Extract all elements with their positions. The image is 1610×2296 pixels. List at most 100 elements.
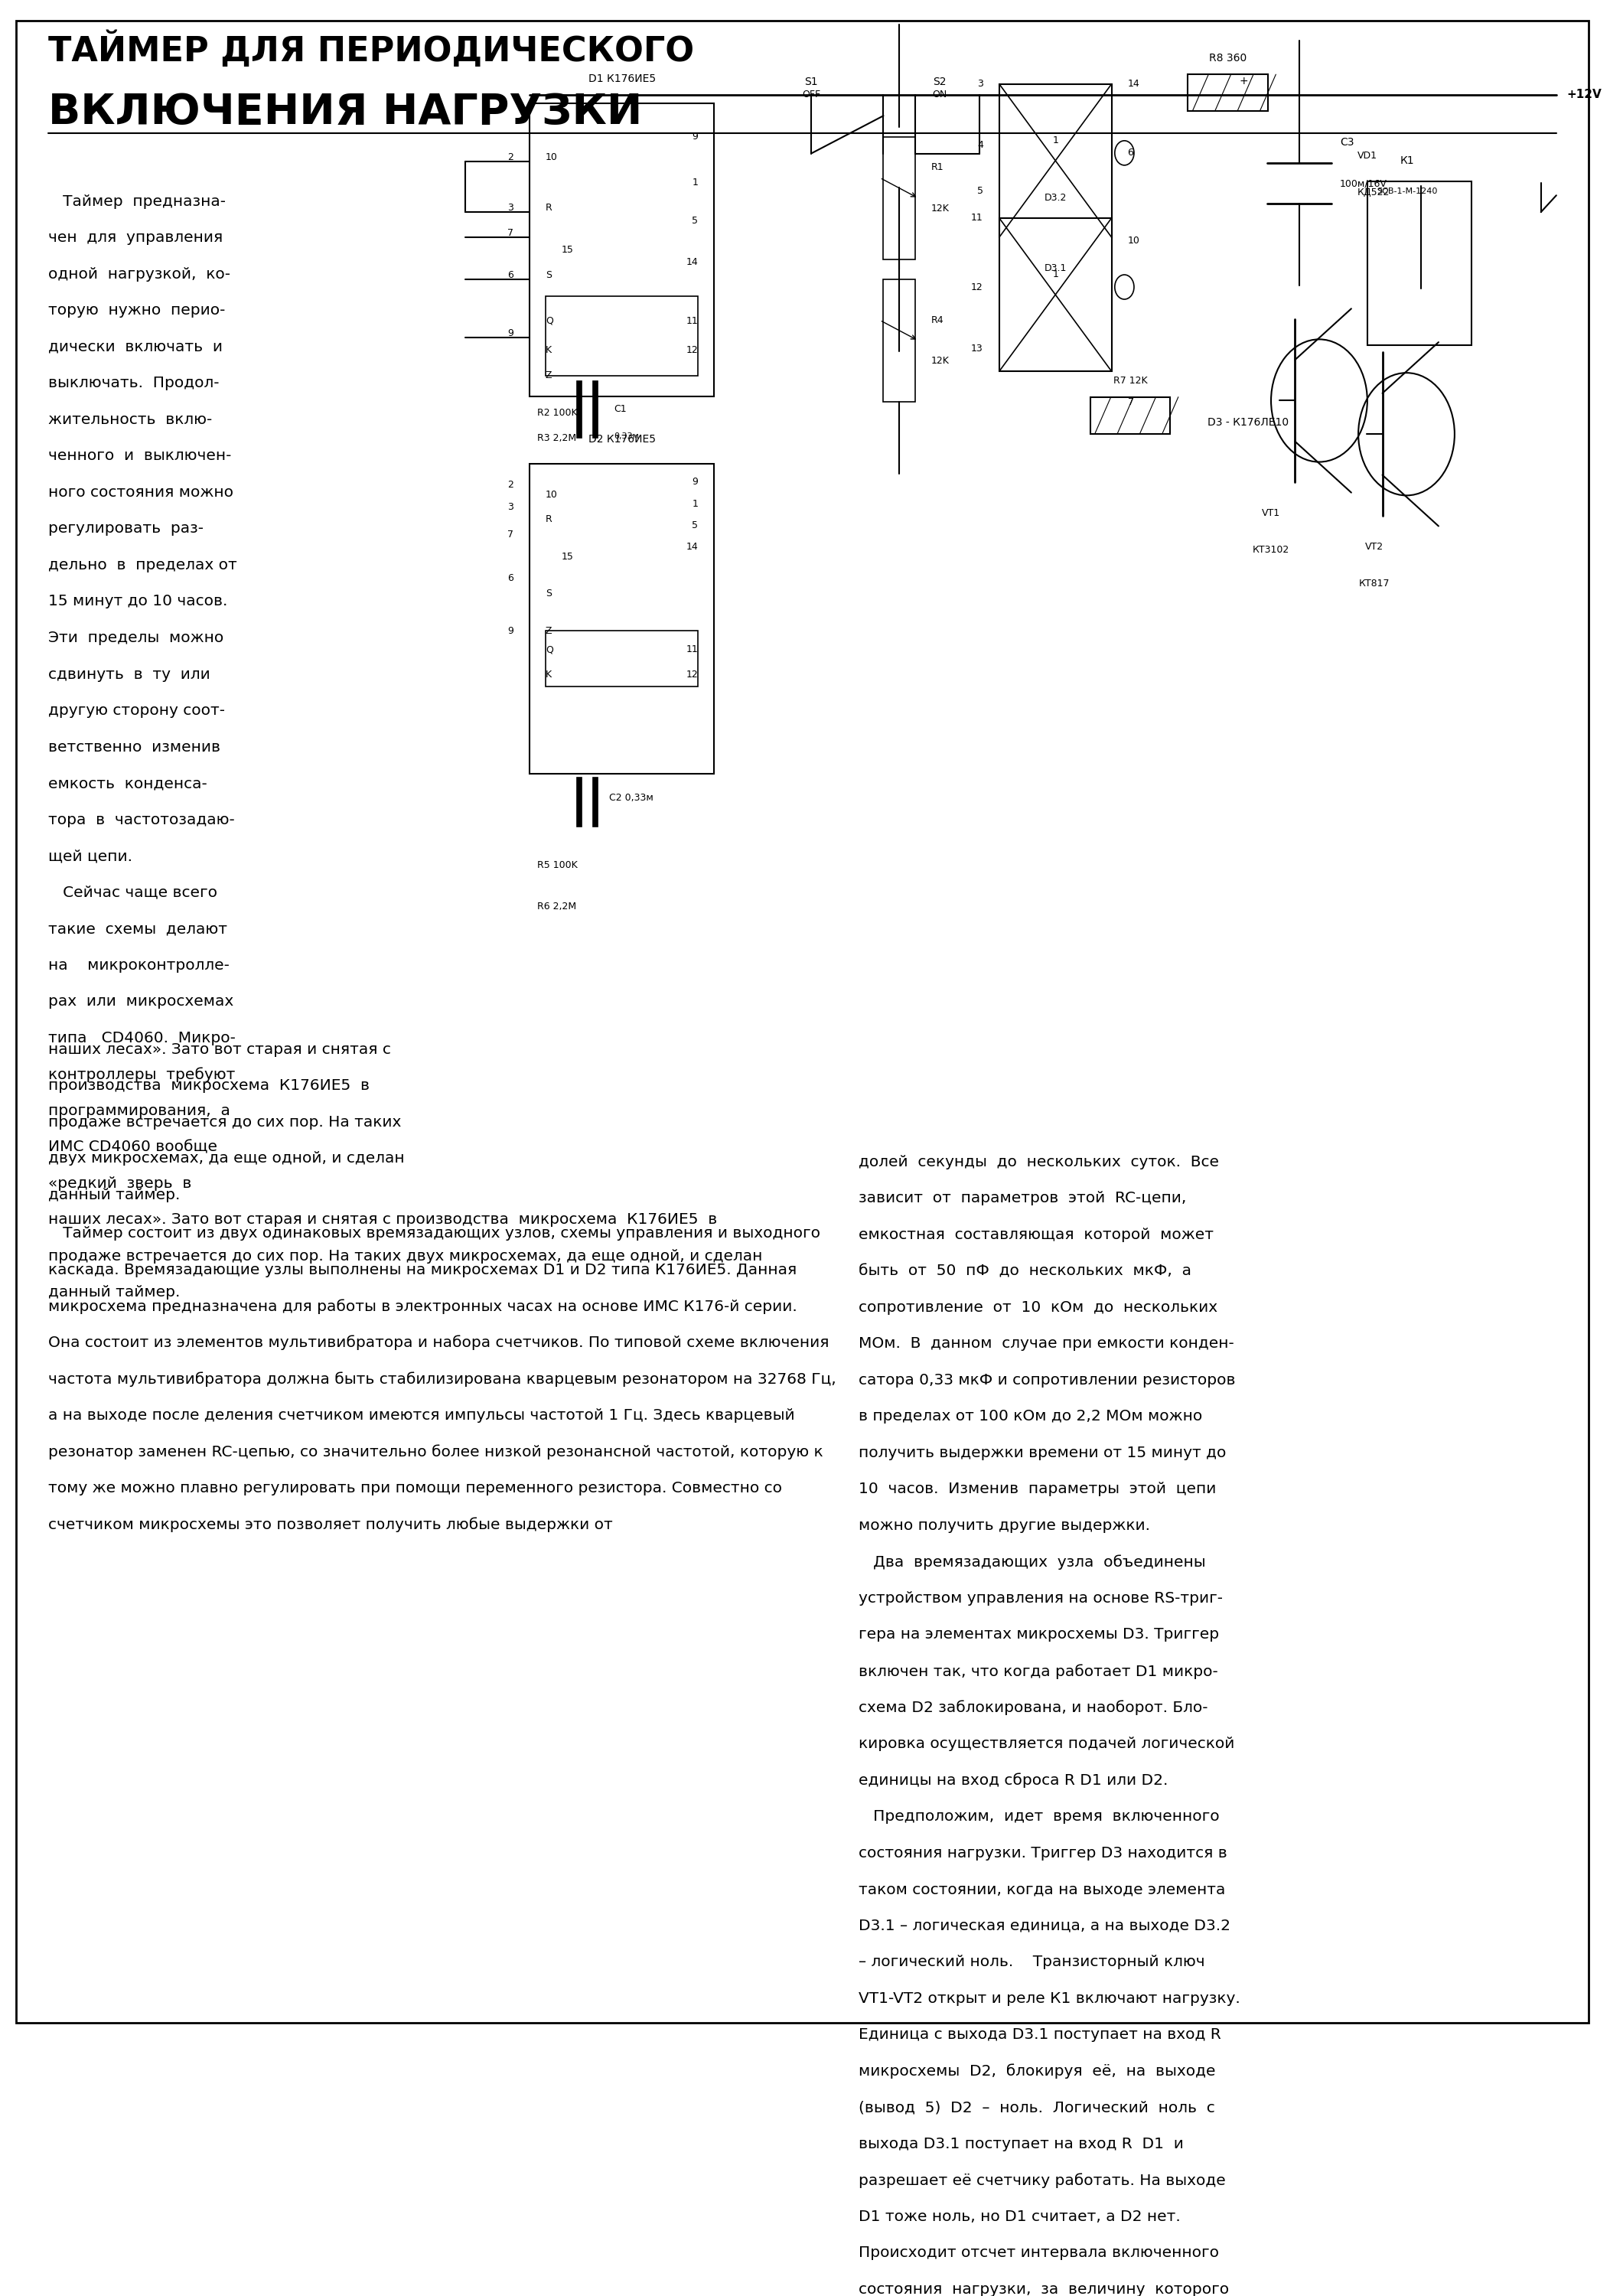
Bar [576, 381, 581, 439]
Text: другую сторону соот-: другую сторону соот- [48, 703, 225, 719]
Text: R3 2,2M: R3 2,2M [538, 434, 576, 443]
Text: чен  для  управления: чен для управления [48, 230, 222, 246]
Text: S2: S2 [932, 76, 947, 87]
Text: (вывод  5)  D2  –  ноль.  Логический  ноль  с: (вывод 5) D2 – ноль. Логический ноль с [858, 2101, 1216, 2115]
Text: 9: 9 [692, 131, 699, 142]
Text: производства  микросхема  К176ИЕ5  в: производства микросхема К176ИЕ5 в [48, 1079, 370, 1093]
Text: R7 12K: R7 12K [1113, 377, 1148, 386]
Text: 5: 5 [692, 216, 699, 225]
Text: получить выдержки времени от 15 минут до: получить выдержки времени от 15 минут до [858, 1446, 1225, 1460]
Text: R1: R1 [931, 163, 943, 172]
Text: ного состояния можно: ного состояния можно [48, 484, 233, 501]
Bar [1367, 181, 1472, 344]
Text: 5: 5 [692, 521, 699, 530]
Text: 5: 5 [977, 186, 984, 195]
Text: Z: Z [546, 627, 552, 636]
Text: Происходит отсчет интервала включенного: Происходит отсчет интервала включенного [858, 2245, 1219, 2259]
Text: 10: 10 [546, 152, 557, 163]
Text: R6 2,2M: R6 2,2M [538, 902, 576, 912]
Text: R5 100K: R5 100K [538, 861, 578, 870]
Text: S: S [546, 588, 552, 599]
Text: ВКЛЮЧЕНИЯ НАГРУЗКИ: ВКЛЮЧЕНИЯ НАГРУЗКИ [48, 92, 642, 133]
Text: R: R [546, 202, 552, 214]
Text: 13: 13 [971, 344, 984, 354]
Text: OFF: OFF [802, 90, 821, 99]
Text: 14: 14 [686, 257, 699, 266]
Text: кировка осуществляется подачей логической: кировка осуществляется подачей логическо… [858, 1736, 1235, 1752]
Text: жительность  вклю-: жительность вклю- [48, 413, 213, 427]
Text: состояния  нагрузки,  за  величину  которого: состояния нагрузки, за величину которого [858, 2282, 1228, 2296]
Text: D3.1 – логическая единица, а на выходе D3.2: D3.1 – логическая единица, а на выходе D… [858, 1919, 1230, 1933]
Text: ON: ON [932, 90, 947, 99]
Text: частота мультивибратора должна быть стабилизирована кварцевым резонатором на 327: частота мультивибратора должна быть стаб… [48, 1371, 836, 1387]
Text: Предположим,  идет  время  включенного: Предположим, идет время включенного [858, 1809, 1219, 1823]
Text: емкостная  составляющая  которой  может: емкостная составляющая которой может [858, 1228, 1214, 1242]
Text: 1: 1 [692, 177, 699, 188]
Text: гера на элементах микросхемы D3. Триггер: гера на элементах микросхемы D3. Триггер [858, 1628, 1219, 1642]
Text: Она состоит из элементов мультивибратора и набора счетчиков. По типовой схеме вк: Она состоит из элементов мультивибратора… [48, 1336, 829, 1350]
Text: 1: 1 [1053, 135, 1058, 145]
Text: K: K [546, 670, 552, 680]
Text: SCB-1-M-1240: SCB-1-M-1240 [1377, 188, 1438, 195]
Text: Сейчас чаще всего: Сейчас чаще всего [48, 886, 217, 900]
Text: 9: 9 [507, 627, 514, 636]
Text: 1: 1 [692, 498, 699, 510]
Text: 11: 11 [686, 645, 699, 654]
Text: VT1-VT2 открыт и реле К1 включают нагрузку.: VT1-VT2 открыт и реле К1 включают нагруз… [858, 1991, 1240, 2007]
Text: торую  нужно  перио-: торую нужно перио- [48, 303, 225, 317]
Text: 12: 12 [686, 344, 699, 356]
Text: программирования,  а: программирования, а [48, 1104, 230, 1118]
Text: Единица с выхода D3.1 поступает на вход R: Единица с выхода D3.1 поступает на вход … [858, 2027, 1220, 2041]
Text: VT2: VT2 [1365, 542, 1383, 551]
Bar [576, 778, 581, 827]
Text: Q: Q [546, 317, 554, 326]
Text: МОм.  В  данном  случае при емкости конден-: МОм. В данном случае при емкости конден- [858, 1336, 1233, 1350]
Text: 15: 15 [562, 551, 573, 563]
Text: 10: 10 [546, 489, 557, 501]
Bar [1000, 85, 1111, 236]
Bar [1090, 397, 1170, 434]
Bar [882, 138, 914, 259]
Text: R2 100K: R2 100K [538, 409, 578, 418]
Text: ветственно  изменив: ветственно изменив [48, 739, 221, 755]
Text: 7: 7 [507, 530, 514, 540]
Text: 12K: 12K [931, 356, 950, 365]
Text: схема D2 заблокирована, и наоборот. Бло-: схема D2 заблокирована, и наоборот. Бло- [858, 1701, 1208, 1715]
Text: 14: 14 [686, 542, 699, 551]
Text: состояния нагрузки. Триггер D3 находится в: состояния нагрузки. Триггер D3 находится… [858, 1846, 1227, 1860]
Text: Таймер состоит из двух одинаковых времязадающих узлов, схемы управления и выходн: Таймер состоит из двух одинаковых времяз… [48, 1226, 819, 1240]
Text: 10  часов.  Изменив  параметры  этой  цепи: 10 часов. Изменив параметры этой цепи [858, 1481, 1216, 1497]
Text: 6: 6 [1127, 147, 1133, 158]
Text: емкость  конденса-: емкость конденса- [48, 776, 208, 790]
Text: в пределах от 100 кОм до 2,2 МОм можно: в пределах от 100 кОм до 2,2 МОм можно [858, 1410, 1203, 1424]
Text: включен так, что когда работает D1 микро-: включен так, что когда работает D1 микро… [858, 1665, 1217, 1678]
Text: рах  или  микросхемах: рах или микросхемах [48, 994, 233, 1008]
Text: «редкий  зверь  в: «редкий зверь в [48, 1176, 192, 1192]
Text: 12K: 12K [931, 204, 950, 214]
Text: S: S [546, 271, 552, 280]
Text: R8 360: R8 360 [1209, 53, 1246, 64]
Text: сдвинуть  в  ту  или: сдвинуть в ту или [48, 668, 211, 682]
Text: 11: 11 [971, 214, 984, 223]
Text: 100м/16V: 100м/16V [1340, 179, 1388, 188]
Text: КТ817: КТ817 [1359, 579, 1389, 588]
Text: Эти  пределы  можно: Эти пределы можно [48, 631, 224, 645]
Text: +12V: +12V [1567, 90, 1602, 101]
Text: таком состоянии, когда на выходе элемента: таком состоянии, когда на выходе элемент… [858, 1883, 1225, 1896]
Text: ИМС CD4060 вообще: ИМС CD4060 вообще [48, 1139, 217, 1155]
Text: К1: К1 [1401, 156, 1415, 165]
Text: 3: 3 [977, 78, 984, 90]
Text: типа   CD4060.  Микро-: типа CD4060. Микро- [48, 1031, 235, 1045]
Text: 6: 6 [507, 271, 514, 280]
Text: 4: 4 [977, 140, 984, 149]
Text: 14: 14 [1127, 78, 1140, 90]
Text: быть  от  50  пФ  до  нескольких  мкФ,  а: быть от 50 пФ до нескольких мкФ, а [858, 1263, 1191, 1279]
Text: D1 К176ИЕ5: D1 К176ИЕ5 [588, 73, 655, 85]
Text: выключать.  Продол-: выключать. Продол- [48, 377, 219, 390]
Text: 15: 15 [562, 246, 573, 255]
Text: – логический ноль.    Транзисторный ключ: – логический ноль. Транзисторный ключ [858, 1954, 1204, 1970]
Text: сопротивление  от  10  кОм  до  нескольких: сопротивление от 10 кОм до нескольких [858, 1300, 1217, 1316]
Text: данный таймер.: данный таймер. [48, 1286, 180, 1300]
Text: VT1: VT1 [1262, 507, 1280, 519]
Text: каскада. Времязадающие узлы выполнены на микросхемах D1 и D2 типа К176ИЕ5. Данна: каскада. Времязадающие узлы выполнены на… [48, 1263, 797, 1277]
